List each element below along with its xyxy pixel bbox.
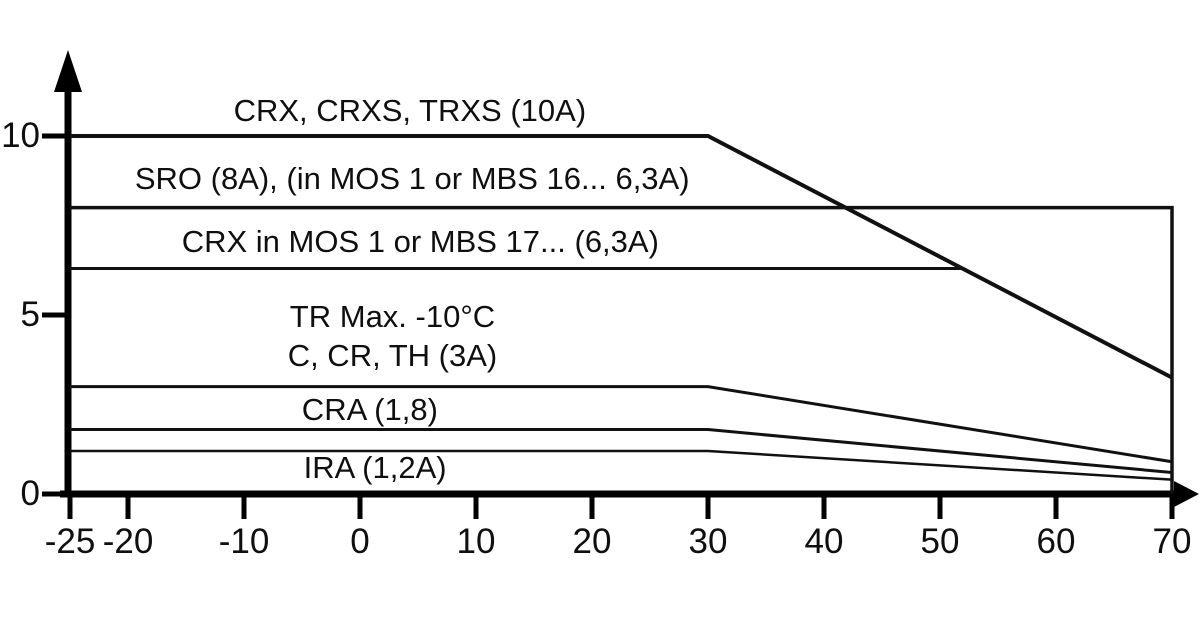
series-label: IRA (1,2A) — [303, 449, 447, 485]
series-line — [70, 205, 1174, 494]
series-line — [70, 449, 1173, 481]
x-tick-label: 50 — [920, 522, 960, 561]
series-line — [70, 134, 1173, 380]
x-tick-label: -25 — [44, 522, 96, 561]
x-tick-label: 20 — [572, 522, 612, 561]
x-tick-label: 60 — [1036, 522, 1076, 561]
y-tick-label: 10 — [1, 116, 40, 155]
x-axis-arrow-icon — [1174, 481, 1199, 507]
x-tick-label: 40 — [804, 522, 844, 561]
x-tick-label: 10 — [456, 522, 496, 561]
y-tick-label: 5 — [20, 295, 40, 334]
x-tick-label: 0 — [350, 522, 370, 561]
y-axis-arrow-icon — [54, 50, 82, 92]
series-label: SRO (8A), (in MOS 1 or MBS 16... 6,3A) — [134, 160, 690, 196]
x-tick-label: -20 — [102, 522, 154, 561]
x-tick-label: 70 — [1152, 522, 1192, 561]
series-label: CRX, CRXS, TRXS (10A) — [233, 92, 587, 128]
series-label: C, CR, TH (3A) — [287, 338, 498, 374]
x-tick-label: 30 — [688, 522, 728, 561]
series-line — [70, 428, 1173, 475]
series-line — [70, 385, 1173, 464]
y-tick-label: 0 — [20, 474, 40, 513]
x-tick-label: -10 — [218, 522, 270, 561]
series-label: CRA (1,8) — [301, 391, 438, 427]
series-label: CRX in MOS 1 or MBS 17... (6,3A) — [181, 223, 659, 259]
series-label: TR Max. -10°C — [289, 298, 496, 334]
